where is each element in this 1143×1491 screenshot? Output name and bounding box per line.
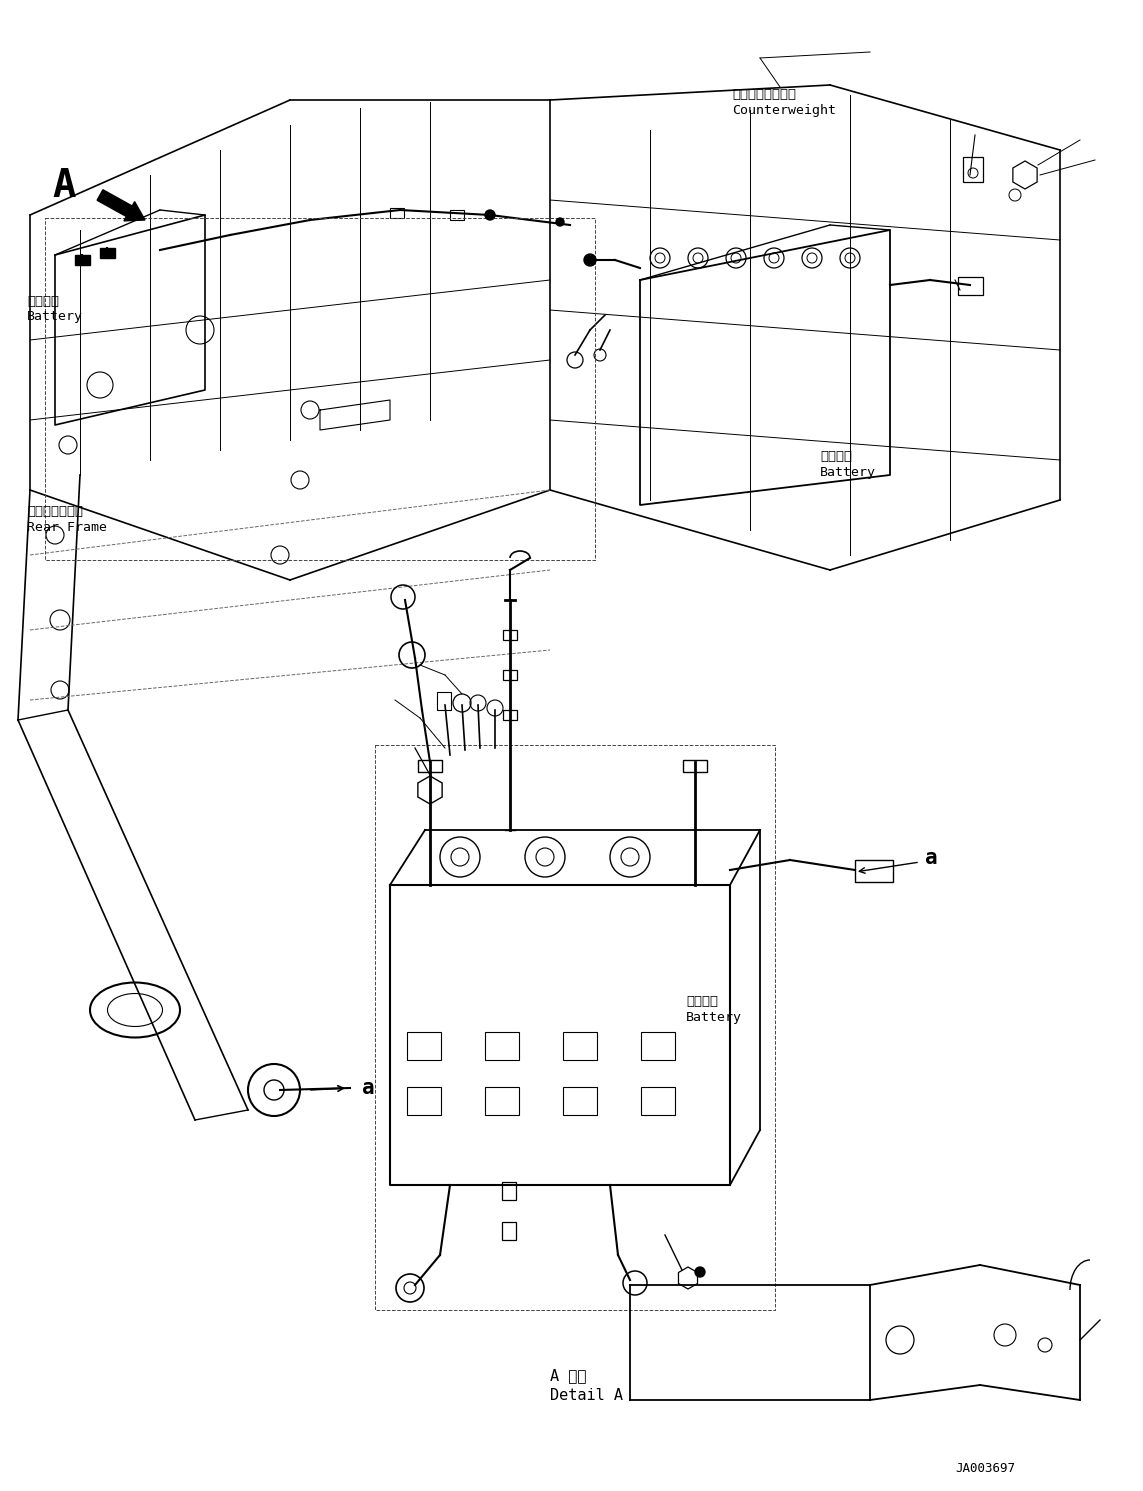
Text: Rear Frame: Rear Frame [27,520,107,534]
Text: a: a [362,1078,375,1097]
Bar [437,692,451,710]
Bar [641,1032,676,1060]
Text: Detail A: Detail A [550,1388,623,1403]
Bar [958,277,983,295]
Bar [485,1087,519,1115]
Bar [502,1182,515,1200]
Bar [75,255,90,265]
FancyArrow shape [97,189,145,221]
Bar [503,710,517,720]
Bar [503,631,517,640]
Text: JA003697: JA003697 [956,1463,1015,1475]
Text: バッテリ: バッテリ [820,450,852,464]
Bar [407,1087,441,1115]
Text: Battery: Battery [820,467,876,479]
Bar [450,210,464,221]
Bar [684,760,708,772]
Bar [503,669,517,680]
Bar [641,1087,676,1115]
Bar [563,1087,597,1115]
Bar [99,248,115,258]
Bar [855,860,893,883]
Circle shape [485,210,495,221]
Text: Counterweight: Counterweight [732,104,836,116]
Text: バッテリ: バッテリ [686,994,718,1008]
Bar [418,760,442,772]
Circle shape [555,218,563,227]
Text: カウンタウェイト: カウンタウェイト [732,88,796,101]
Text: リヤーフレーム: リヤーフレーム [27,505,83,517]
Bar [485,1032,519,1060]
Bar [563,1032,597,1060]
Text: A: A [51,167,75,204]
Text: A 詳細: A 詳細 [550,1369,586,1384]
Circle shape [584,253,596,265]
Bar [390,209,403,218]
Text: Battery: Battery [686,1011,742,1024]
Bar [407,1032,441,1060]
Circle shape [695,1267,705,1276]
Text: バッテリ: バッテリ [27,295,59,309]
Bar [964,157,983,182]
Text: a: a [925,848,937,868]
Text: Battery: Battery [27,310,83,324]
Bar [502,1223,515,1241]
